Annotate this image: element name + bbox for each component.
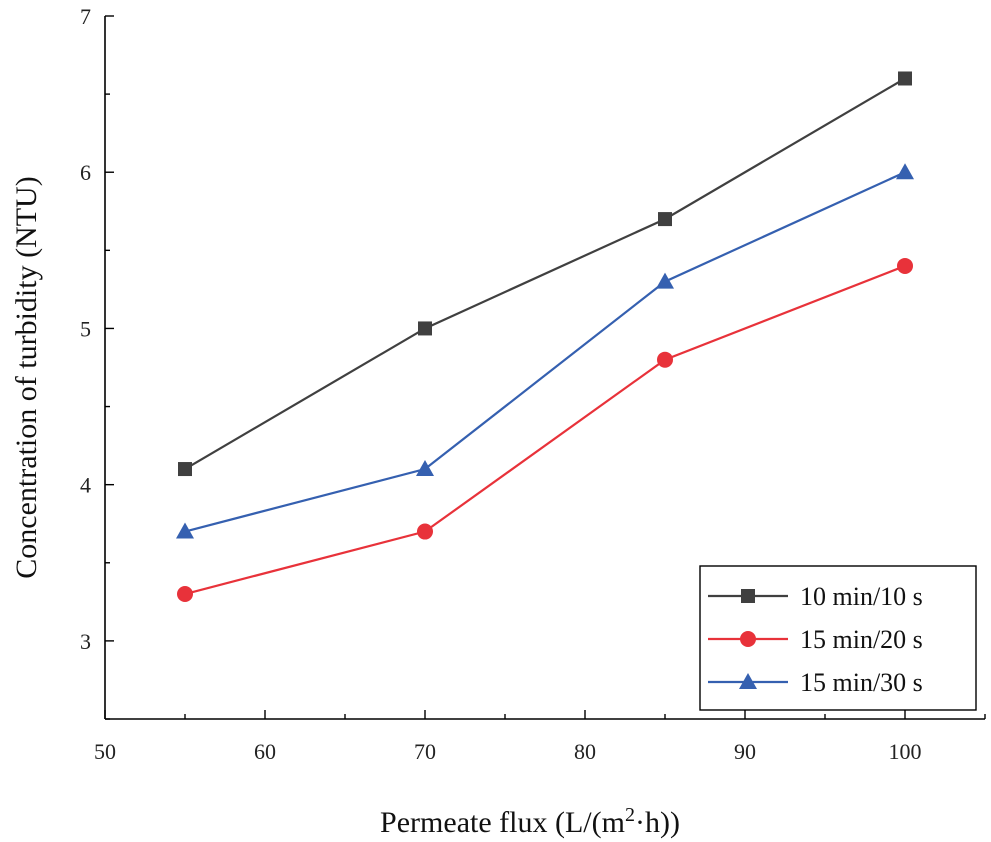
series-1 [178, 71, 912, 477]
legend-marker [739, 673, 757, 689]
data-point [898, 71, 912, 86]
legend-marker [740, 631, 756, 647]
y-tick-label: 5 [80, 316, 91, 341]
data-point [656, 272, 674, 289]
legend: 10 min/10 s 15 min/20 s 15 min/30 s [699, 565, 977, 711]
y-tick-label: 7 [80, 4, 91, 29]
y-tick-label: 6 [80, 160, 91, 185]
axis-titles: Permeate flux (L/(m2·h)) Concentration o… [10, 176, 680, 839]
y-tick-label: 3 [80, 629, 91, 654]
y-tick-label: 4 [80, 473, 91, 498]
x-tick-label: 90 [734, 739, 756, 764]
x-tick-label: 60 [254, 739, 276, 764]
data-point [418, 321, 432, 336]
data-point [417, 523, 433, 540]
data-point [896, 163, 914, 180]
x-axis-title-main: Permeate flux (L/(m [380, 806, 625, 839]
x-tick-label: 50 [94, 739, 116, 764]
legend-label: 15 min/20 s [800, 625, 923, 654]
x-axis-title: Permeate flux (L/(m2·h)) [380, 804, 680, 839]
data-point [657, 351, 673, 368]
data-point [416, 460, 434, 477]
series-2 [177, 257, 913, 603]
series-group [176, 71, 914, 603]
series-3 [176, 163, 914, 539]
x-axis-title-tail: ·h)) [635, 806, 680, 839]
x-tick-label: 80 [574, 739, 596, 764]
y-axis-title: Concentration of turbidity (NTU) [10, 176, 43, 578]
data-point [178, 462, 192, 477]
axes: 50 60 70 80 90 100 3 4 5 6 7 [80, 4, 986, 764]
x-axis-title-superscript: 2 [625, 804, 635, 826]
legend-marker [741, 589, 755, 603]
data-point [176, 522, 194, 539]
data-point [177, 586, 193, 603]
legend-label: 10 min/10 s [800, 582, 923, 611]
data-point [658, 212, 672, 227]
x-tick-label: 70 [414, 739, 436, 764]
legend-label: 15 min/30 s [800, 668, 923, 697]
data-point [897, 257, 913, 274]
series-line [184, 264, 906, 596]
series-line [184, 171, 906, 533]
series-line [184, 77, 906, 470]
x-tick-label: 100 [889, 739, 922, 764]
